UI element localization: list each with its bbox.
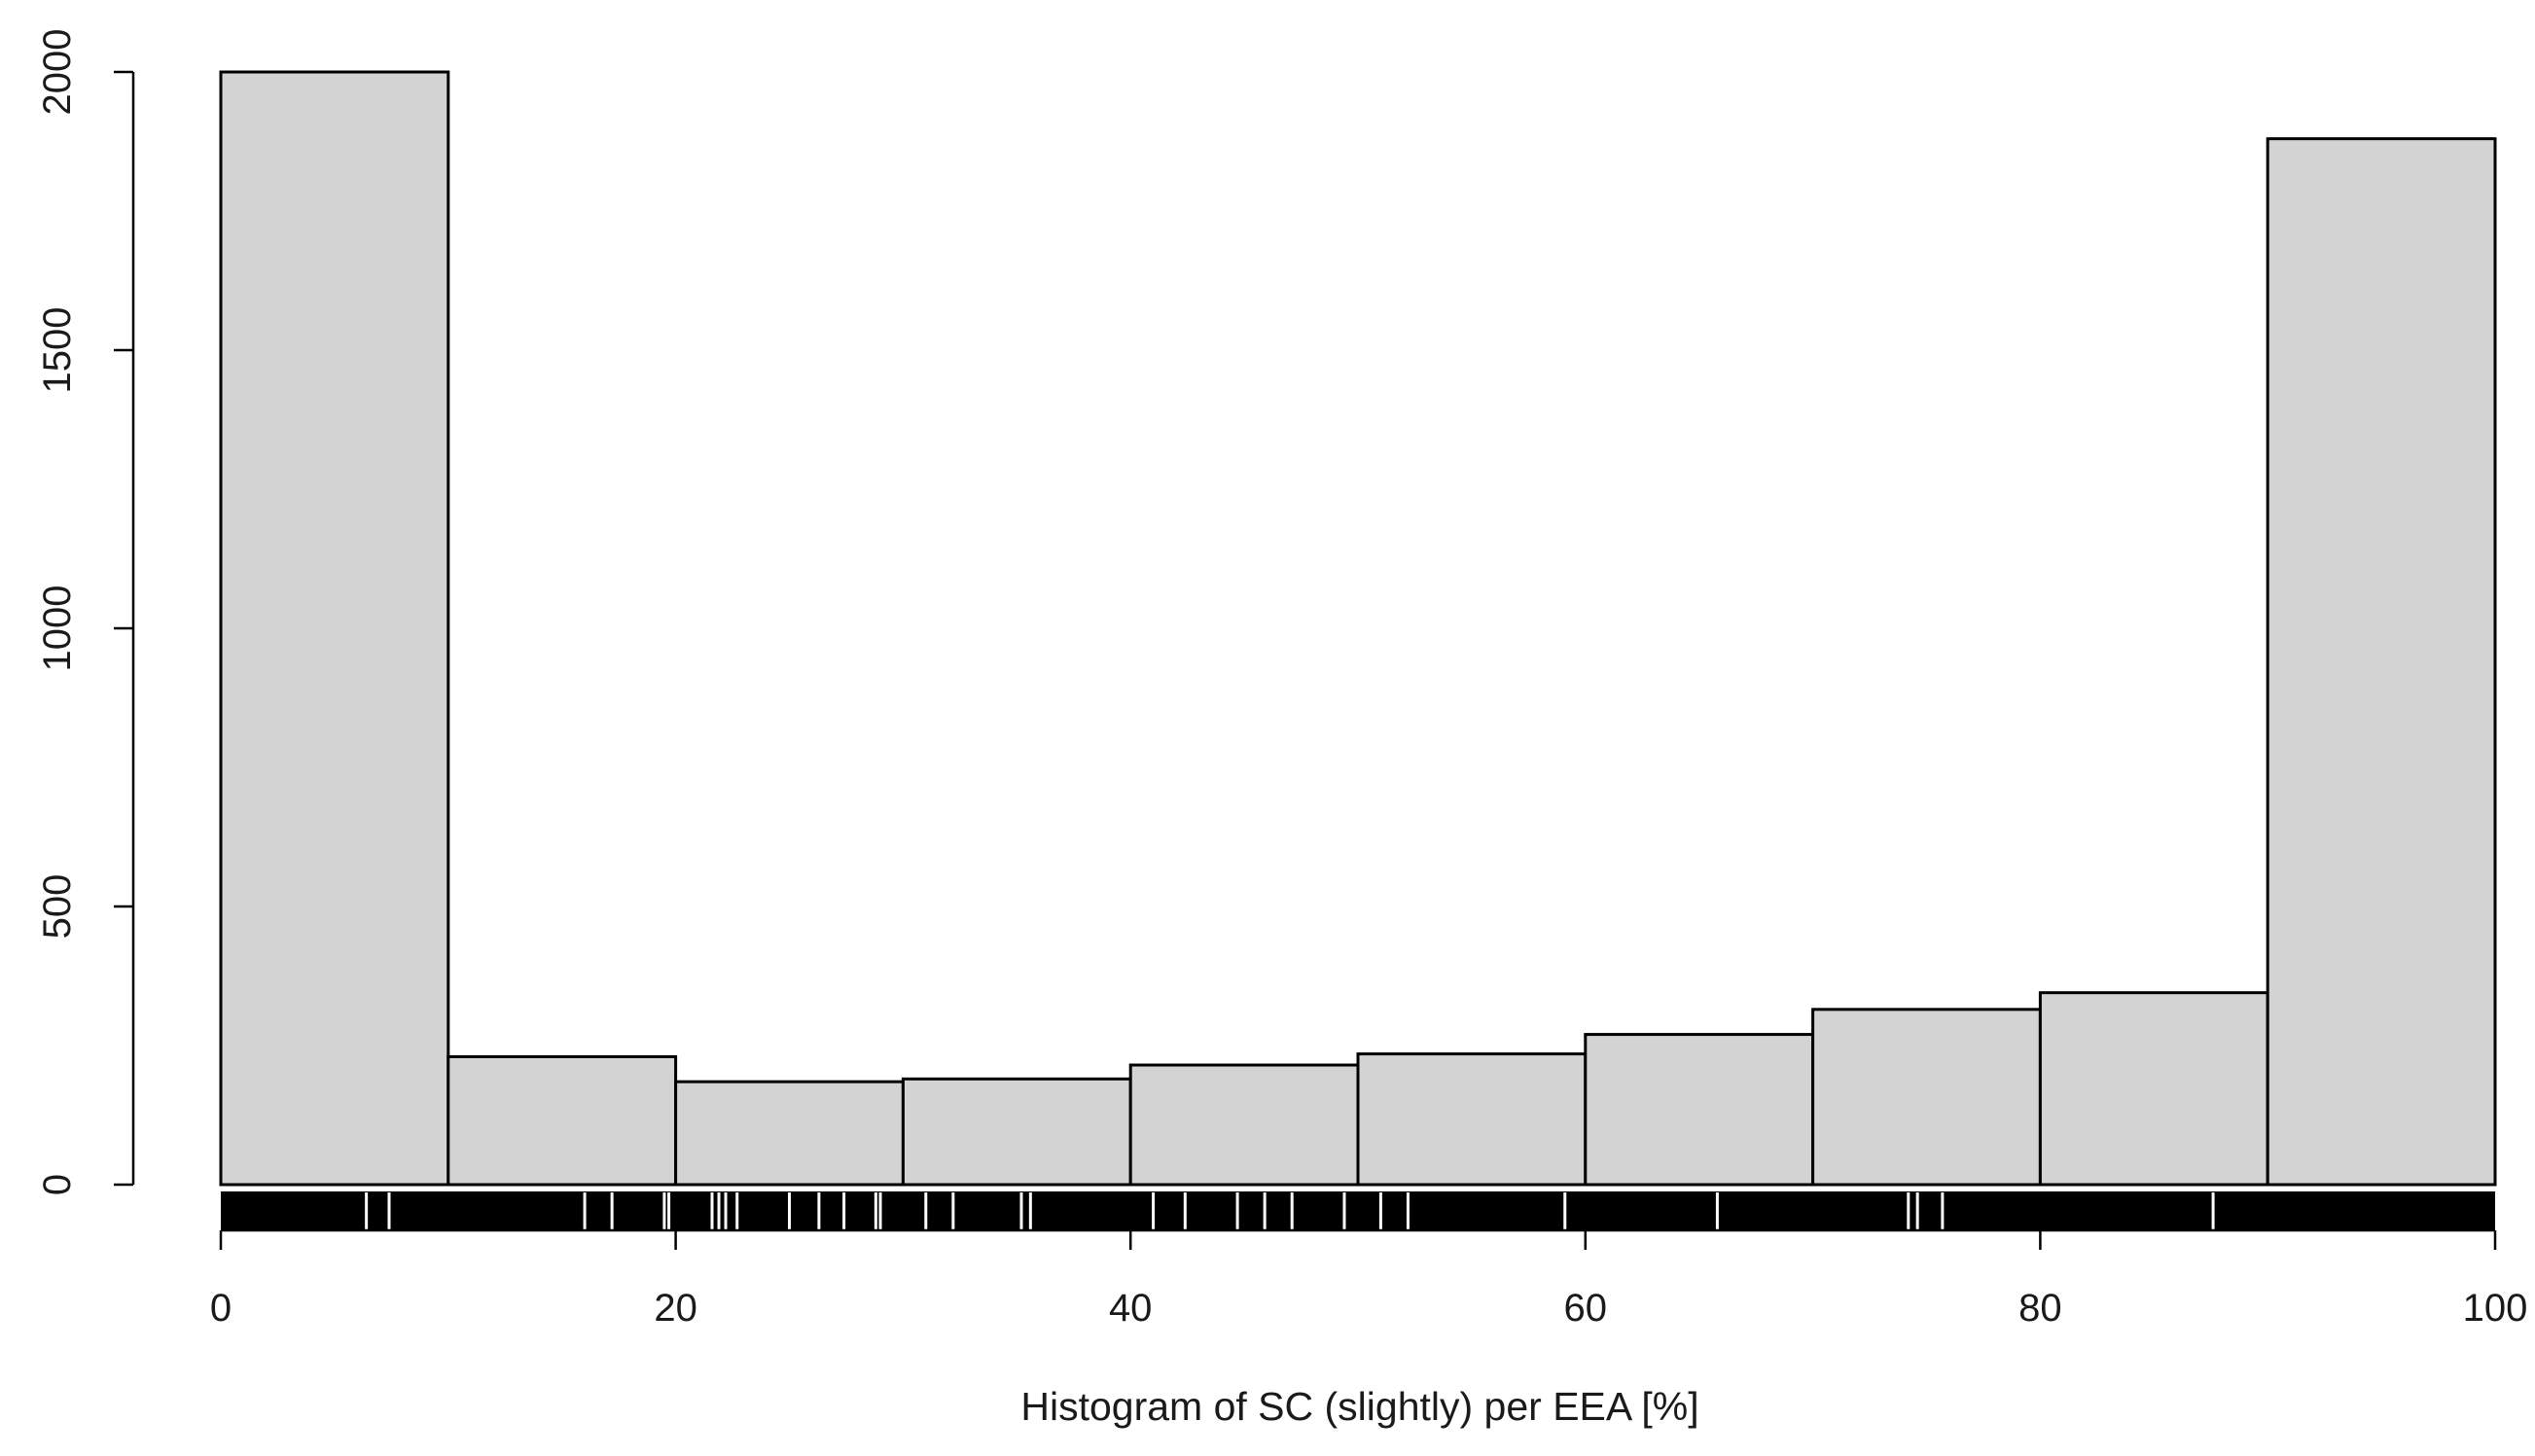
histogram-bar — [901, 1077, 1132, 1187]
x-tick-label: 100 — [2463, 1287, 2528, 1330]
x-tick-label: 40 — [1109, 1287, 1153, 1330]
bars-layer — [219, 70, 2497, 1187]
x-tick-label: 80 — [2018, 1287, 2062, 1330]
y-tick-label: 500 — [36, 874, 79, 940]
x-axis: 0 20 40 60 80 100 — [210, 1228, 2528, 1330]
histogram-bar — [1811, 1008, 2042, 1187]
x-tick-label: 20 — [654, 1287, 697, 1330]
x-tick-label: 60 — [1564, 1287, 1608, 1330]
y-tick-label: 1000 — [36, 586, 79, 672]
histogram-bar — [1356, 1052, 1588, 1187]
rug-layer — [221, 1191, 2495, 1230]
histogram-bar — [219, 70, 450, 1187]
y-tick-label: 0 — [36, 1174, 79, 1195]
y-tick-label: 2000 — [36, 29, 79, 116]
histogram-bar — [2266, 137, 2497, 1187]
histogram-bar — [1128, 1063, 1360, 1187]
histogram-bar — [1584, 1033, 1815, 1187]
x-axis-label: Histogram of SC (slightly) per EEA [%] — [1020, 1384, 1698, 1429]
histogram-bar — [446, 1054, 678, 1187]
y-tick-label: 1500 — [36, 307, 79, 394]
x-tick-label: 0 — [210, 1287, 232, 1330]
y-axis: 0 500 1000 1500 2000 — [36, 29, 135, 1195]
histogram-bar — [674, 1080, 905, 1187]
histogram-bar — [2038, 991, 2269, 1187]
rug-band — [221, 1191, 2495, 1230]
